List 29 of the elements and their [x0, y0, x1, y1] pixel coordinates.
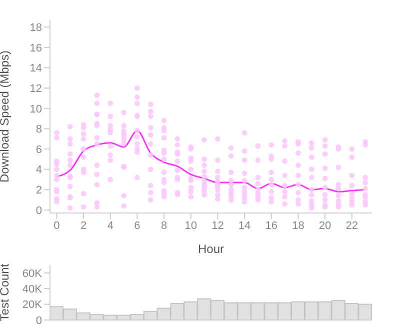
y-tick-label: 18	[30, 22, 42, 34]
y-tick-label: 8	[36, 124, 42, 136]
x-tick-label: 6	[134, 220, 140, 232]
y-tick-label: 6	[36, 144, 42, 156]
y-axis-title: Test Count	[0, 263, 12, 322]
y-tick-label: 10	[30, 103, 42, 116]
y-tick-label: 40K	[22, 283, 43, 296]
x-tick-label: 0	[54, 220, 60, 232]
y-axis-title: Download Speed (Mbps)	[0, 50, 12, 183]
x-tick-label: 10	[184, 220, 197, 232]
y-tick-label: 4	[36, 164, 42, 176]
y-tick-label: 0	[36, 314, 42, 327]
y-tick-label: 14	[30, 62, 42, 75]
x-tick-label: 2	[80, 220, 87, 232]
x-axis-title: Hour	[198, 242, 224, 256]
x-tick-label: 14	[238, 220, 251, 232]
x-tick-label: 20	[318, 220, 332, 232]
y-tick-label: 60K	[22, 268, 43, 280]
x-tick-label: 8	[160, 220, 168, 232]
y-tick-label: 20K	[22, 299, 43, 312]
y-tick-label: 0	[36, 204, 42, 217]
x-tick-label: 16	[265, 220, 278, 232]
x-tick-label: 4	[107, 220, 114, 232]
x-tick-label: 18	[292, 220, 304, 232]
x-tick-label: 22	[346, 220, 358, 232]
x-tick-label: 12	[212, 220, 224, 232]
y-tick-label: 12	[30, 82, 42, 95]
y-tick-label: 2	[36, 184, 42, 197]
y-tick-label: 16	[30, 42, 42, 54]
